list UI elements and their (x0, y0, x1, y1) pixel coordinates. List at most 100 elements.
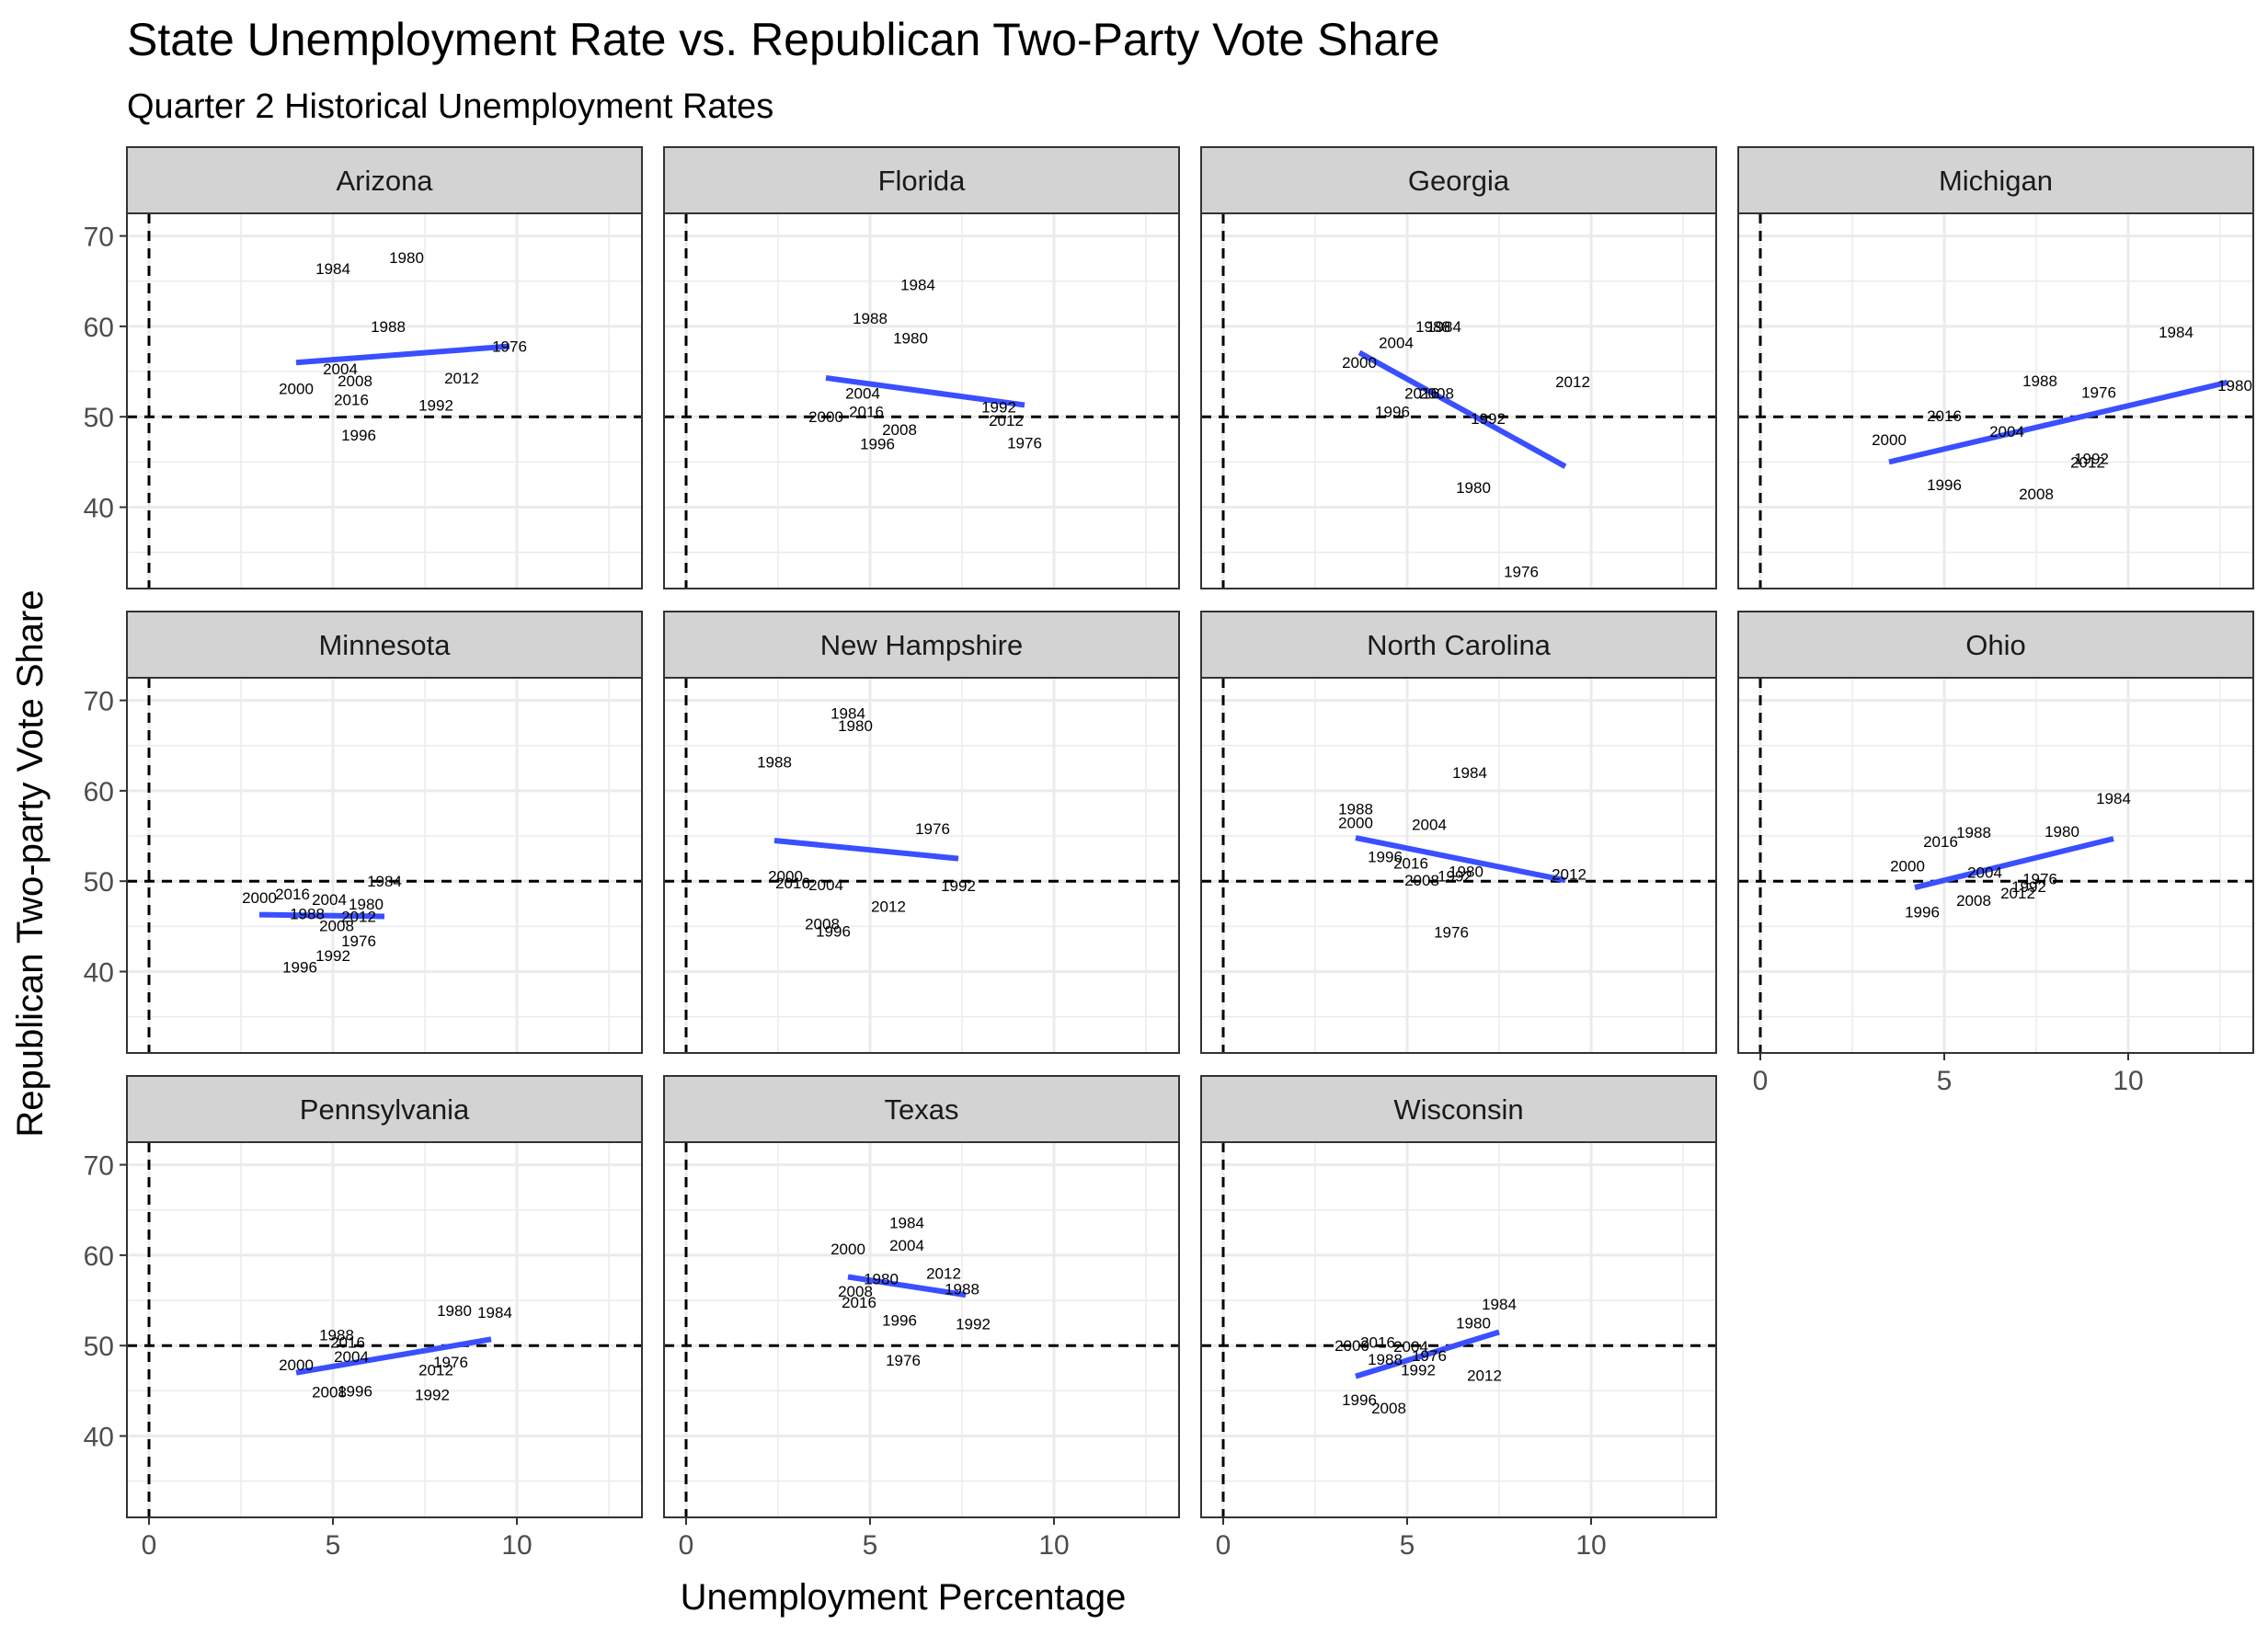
data-point-label: 1980 (893, 330, 928, 348)
data-point-label: 2016 (275, 886, 310, 903)
panel-background (127, 1142, 642, 1517)
data-point-label: 2004 (1393, 1338, 1428, 1356)
data-point-label: 2016 (849, 403, 884, 420)
y-tick-label: 70 (84, 1151, 114, 1182)
y-axis-label: Republican Two-party Vote Share (10, 589, 51, 1137)
panel-border (1200, 1141, 1717, 1518)
data-point-label: 1996 (282, 959, 317, 977)
data-point-label: 1996 (1927, 476, 1962, 494)
data-point-label: 2000 (768, 867, 803, 885)
data-point-label: 2000 (830, 1241, 865, 1258)
data-point-label: 1996 (1375, 403, 1410, 420)
data-point-label: 1980 (2045, 823, 2079, 841)
panel-background (1738, 213, 2253, 589)
panel-border (126, 212, 643, 589)
x-tick-label: 5 (1400, 1530, 1415, 1561)
data-point-label: 2008 (312, 1383, 347, 1401)
data-point-label: 2004 (1989, 423, 2024, 440)
data-point-label: 2008 (805, 915, 840, 932)
data-point-label: 1988 (757, 753, 792, 771)
panel-florida: Florida 1984 1988 1980 2004 1992 2016 2000 2012 2… (663, 146, 1180, 589)
data-point-label: 1996 (1368, 849, 1403, 866)
chart-title: State Unemployment Rate vs. Republican T… (127, 14, 1440, 65)
panel-border (1200, 677, 1717, 1054)
panel-background (664, 1142, 1179, 1517)
facet-strip (663, 1075, 1180, 1143)
data-point-label: 2000 (242, 889, 277, 907)
y-tick-label: 50 (84, 867, 114, 898)
data-point-label: 2008 (838, 1283, 873, 1300)
data-point-label: 2016 (775, 875, 810, 892)
data-point-label: 2000 (808, 408, 843, 426)
x-tick-label: 0 (1216, 1530, 1231, 1561)
linear-fit-line (773, 837, 959, 862)
y-tick-label: 40 (84, 1423, 114, 1453)
data-point-label: 2016 (1404, 385, 1439, 403)
data-point-label: 2016 (330, 1333, 365, 1351)
data-point-label: 1992 (418, 396, 453, 414)
x-tick-label: 5 (1937, 1066, 1953, 1096)
data-point-label: 1992 (1471, 410, 1506, 428)
data-point-label: 2012 (1467, 1367, 1502, 1385)
data-point-label: 1980 (1456, 479, 1491, 497)
panel-background (127, 213, 642, 589)
data-point-label: 1984 (900, 277, 935, 294)
facet-strip-label: Minnesota (318, 629, 451, 661)
data-point-label: 1984 (2159, 324, 2194, 341)
facet-strip-label: North Carolina (1367, 629, 1552, 661)
facet-strip (126, 1075, 643, 1143)
data-point-label: 2000 (279, 1356, 314, 1374)
facet-strip-label: Michigan (1939, 165, 2053, 197)
data-point-label: 1992 (2074, 450, 2109, 467)
data-point-label: 1992 (956, 1316, 991, 1333)
data-point-label: 1992 (315, 947, 350, 965)
data-point-label: 2012 (418, 1362, 453, 1379)
facet-strip (126, 611, 643, 679)
x-tick-label: 0 (1753, 1066, 1769, 1096)
y-tick-label: 50 (84, 1332, 114, 1362)
panel-border (126, 677, 643, 1054)
facet-strip-label: Wisconsin (1393, 1093, 1523, 1126)
facet-strip-label: Georgia (1408, 165, 1510, 197)
linear-fit-line (1888, 379, 2228, 465)
data-point-label: 1988 (945, 1280, 979, 1298)
data-point-label: 2004 (1967, 864, 2002, 881)
facet-strip-label: Florida (878, 165, 967, 197)
facet-strip-label: Pennsylvania (300, 1093, 470, 1126)
facet-strip (663, 611, 1180, 679)
data-point-label: 2012 (2070, 453, 2105, 471)
data-point-label: 1996 (816, 922, 851, 940)
data-point-label: 1988 (290, 906, 325, 923)
data-point-label: 2016 (1927, 407, 1962, 425)
data-point-label: 1976 (2022, 870, 2057, 887)
data-point-label: 1992 (981, 398, 1016, 416)
panel-background (1201, 1142, 1716, 1517)
x-tick-label: 10 (501, 1530, 532, 1561)
chart-subtitle: Quarter 2 Historical Unemployment Rates (127, 87, 773, 126)
data-point-label: 1976 (433, 1354, 468, 1371)
data-point-label: 1988 (1338, 801, 1373, 818)
data-point-label: 2004 (312, 891, 347, 909)
data-point-label: 1980 (349, 896, 384, 913)
data-point-label: 2000 (1872, 431, 1907, 449)
data-point-label: 1980 (1449, 863, 1483, 880)
x-tick-label: 0 (679, 1530, 694, 1561)
data-point-label: 2000 (1334, 1337, 1369, 1355)
data-point-label: 1980 (437, 1302, 472, 1320)
data-point-label: 2016 (334, 392, 369, 409)
panel-background (127, 678, 642, 1053)
data-point-label: 1976 (2081, 384, 2116, 402)
data-point-label: 2000 (1338, 814, 1373, 831)
data-point-label: 1996 (882, 1312, 917, 1330)
x-tick-label: 10 (1575, 1530, 1606, 1561)
data-point-label: 2012 (1552, 865, 1586, 883)
y-tick-label: 60 (84, 1241, 114, 1272)
y-tick-label: 60 (84, 313, 114, 343)
data-point-label: 1992 (941, 877, 976, 895)
data-point-label: 2008 (882, 421, 917, 439)
panel-border (1737, 212, 2254, 589)
